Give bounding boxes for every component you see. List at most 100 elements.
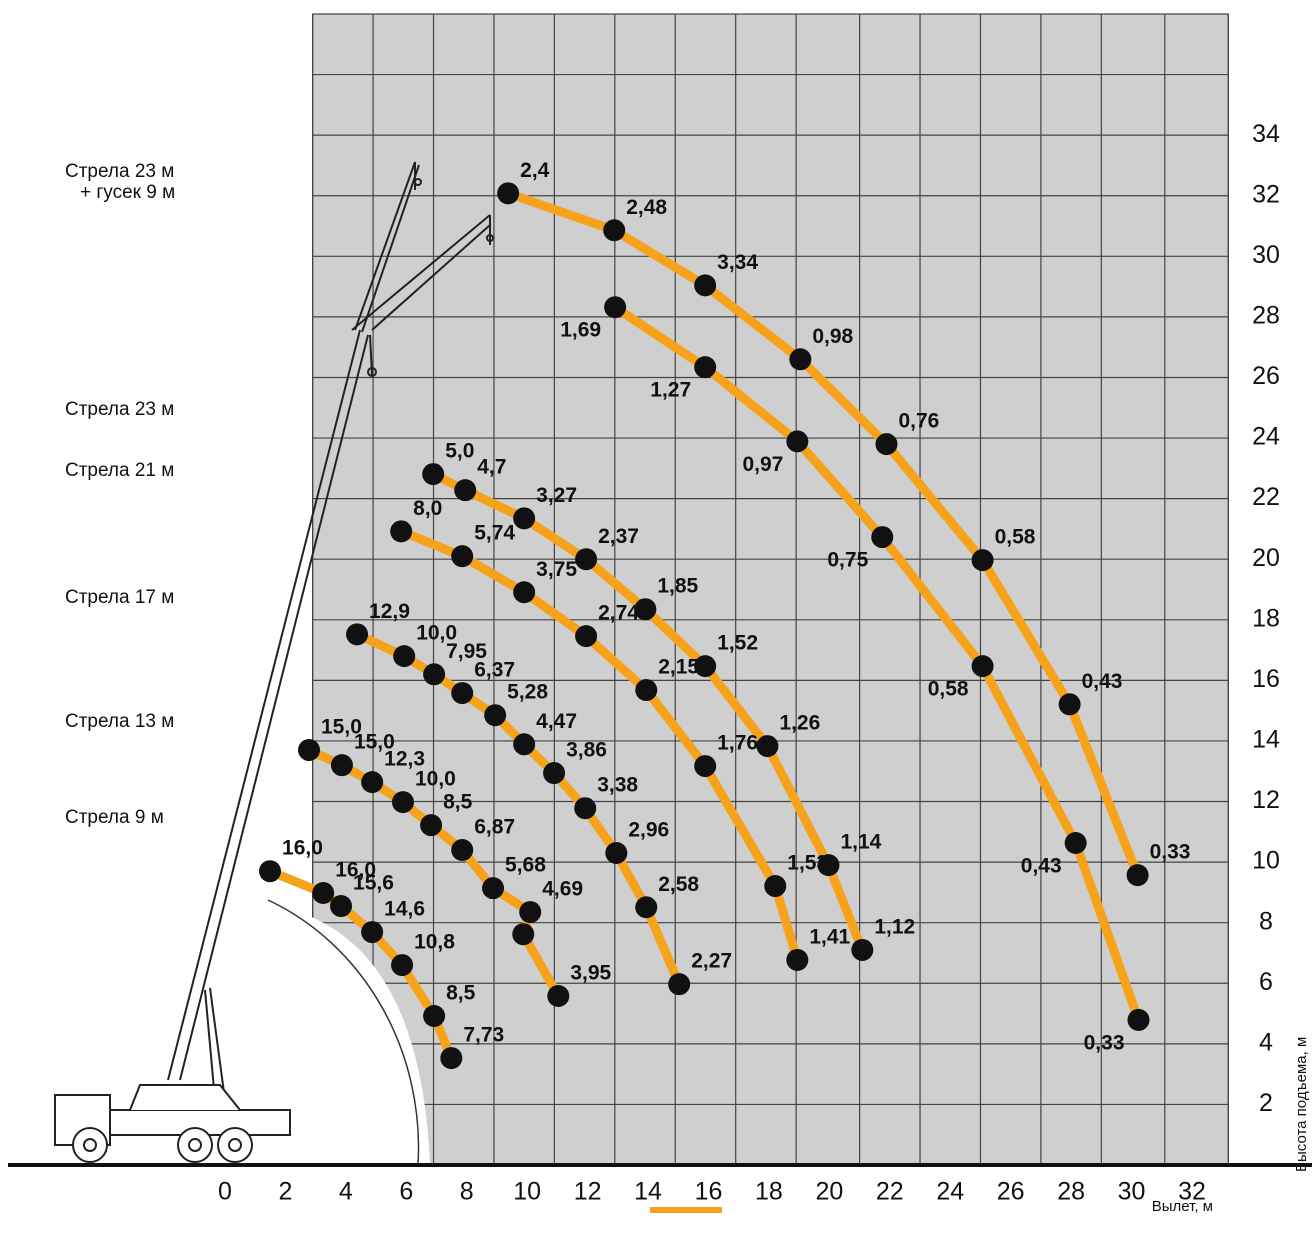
load-label: 8,5 xyxy=(443,791,473,814)
y-tick-label: 8 xyxy=(1259,907,1273,935)
y-tick-label: 28 xyxy=(1252,302,1280,330)
load-point xyxy=(694,274,717,297)
x-tick-label: 24 xyxy=(936,1178,964,1206)
load-point xyxy=(575,625,598,648)
boom-curve xyxy=(503,188,1143,880)
load-point xyxy=(875,433,898,456)
load-label: 1,27 xyxy=(650,379,691,402)
load-point xyxy=(575,548,598,571)
load-point xyxy=(451,682,474,705)
load-point xyxy=(513,733,536,756)
load-label: 0,76 xyxy=(898,410,939,433)
load-point xyxy=(330,895,353,918)
load-label: 14,6 xyxy=(384,898,425,921)
load-label: 1,52 xyxy=(717,632,758,655)
load-label: 2,15 xyxy=(658,656,699,679)
boom-label: Стрела 9 м xyxy=(65,807,164,828)
x-tick-label: 2 xyxy=(278,1178,292,1206)
load-label: 15,0 xyxy=(321,716,362,739)
load-point xyxy=(440,1047,463,1070)
load-label: 0,43 xyxy=(1021,855,1062,878)
load-label: 6,37 xyxy=(474,659,515,682)
load-point xyxy=(635,679,658,702)
boom-label: Стрела 23 м xyxy=(65,399,174,420)
y-tick-label: 14 xyxy=(1252,726,1280,754)
load-label: 16,0 xyxy=(282,837,323,860)
load-point xyxy=(971,549,994,572)
x-tick-label: 6 xyxy=(399,1178,413,1206)
load-label: 2,48 xyxy=(626,196,667,219)
load-label: 15,6 xyxy=(353,872,394,895)
load-label: 3,34 xyxy=(717,251,758,274)
boom-label: Стрела 17 м xyxy=(65,587,174,608)
load-label: 2,96 xyxy=(628,819,669,842)
load-label: 0,58 xyxy=(928,678,969,701)
load-point xyxy=(789,348,812,371)
load-label: 5,0 xyxy=(445,440,474,463)
load-label: 2,74 xyxy=(598,602,639,625)
load-point xyxy=(312,882,335,905)
x-tick-label: 4 xyxy=(339,1178,353,1206)
load-label: 1,14 xyxy=(840,831,881,854)
crane xyxy=(54,161,494,1163)
x-tick-label: 10 xyxy=(513,1178,541,1206)
load-point xyxy=(668,973,691,996)
load-label: 5,68 xyxy=(505,854,546,877)
load-point xyxy=(1064,832,1087,855)
load-point xyxy=(361,921,384,944)
load-point xyxy=(512,923,535,946)
load-point xyxy=(451,838,474,861)
load-point xyxy=(330,754,353,777)
x-tick-label: 28 xyxy=(1057,1178,1085,1206)
load-point xyxy=(513,507,536,530)
load-point xyxy=(851,938,874,961)
clearance-zone xyxy=(270,905,430,1165)
x-tick-label: 22 xyxy=(876,1178,904,1206)
load-point xyxy=(391,791,414,814)
load-label: 8,0 xyxy=(413,497,442,520)
boom-curve xyxy=(304,745,563,1001)
load-label: 0,33 xyxy=(1150,841,1191,864)
load-label: 0,98 xyxy=(812,325,853,348)
y-tick-label: 24 xyxy=(1252,423,1280,451)
load-label: 3,95 xyxy=(570,962,611,985)
load-label: 7,73 xyxy=(463,1024,504,1047)
load-point xyxy=(451,545,474,568)
x-tick-label: 18 xyxy=(755,1178,783,1206)
load-point xyxy=(513,581,536,604)
load-label: 3,86 xyxy=(566,739,607,762)
load-point xyxy=(393,645,416,668)
load-point xyxy=(423,1004,446,1027)
load-label: 4,7 xyxy=(477,456,506,479)
boom-label: Стрела 21 м xyxy=(65,460,174,481)
load-point xyxy=(484,704,507,727)
y-tick-label: 6 xyxy=(1259,968,1273,996)
load-point xyxy=(605,842,628,865)
load-label: 12,3 xyxy=(384,748,425,771)
y-tick-label: 32 xyxy=(1252,180,1280,208)
load-point xyxy=(259,860,282,883)
y-tick-label: 30 xyxy=(1252,241,1280,269)
load-point xyxy=(694,356,717,379)
load-point xyxy=(346,623,369,646)
boom-curve xyxy=(396,526,802,965)
load-label: 1,53 xyxy=(787,852,828,875)
load-label: 6,87 xyxy=(474,816,515,839)
load-label: 0,43 xyxy=(1082,670,1123,693)
load-point xyxy=(422,463,445,486)
load-point xyxy=(361,771,384,794)
load-point xyxy=(547,984,570,1007)
load-point xyxy=(390,520,413,543)
load-label: 1,69 xyxy=(560,319,601,342)
load-label: 2,27 xyxy=(691,950,732,973)
load-point xyxy=(603,219,626,242)
load-point xyxy=(764,875,787,898)
x-tick-label: 14 xyxy=(634,1178,662,1206)
load-label: 2,58 xyxy=(658,873,699,896)
boom-label: Стрела 13 м xyxy=(65,711,174,732)
load-label: 0,97 xyxy=(742,453,783,476)
load-point xyxy=(1058,693,1081,716)
load-point xyxy=(1127,1008,1150,1031)
load-point xyxy=(1126,864,1149,887)
